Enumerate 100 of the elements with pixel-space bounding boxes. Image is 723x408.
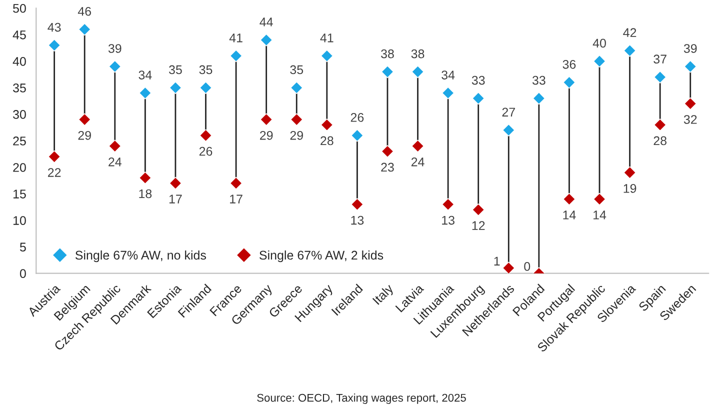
y-tick-label: 25 <box>13 136 26 146</box>
data-label: 19 <box>624 184 636 193</box>
data-label: 14 <box>594 210 606 220</box>
point <box>138 86 152 100</box>
legend-label: Single 67% AW, 2 kids <box>260 250 384 262</box>
data-label: 35 <box>199 65 212 74</box>
data-label: 35 <box>169 65 182 74</box>
data-label: 29 <box>260 130 273 140</box>
data-label: 41 <box>229 34 242 42</box>
point <box>442 198 454 211</box>
data-label: 12 <box>472 221 485 230</box>
data-label: 33 <box>472 76 485 85</box>
data-label: 29 <box>290 130 303 140</box>
data-label: 18 <box>139 189 152 198</box>
data-label: 33 <box>532 76 546 85</box>
data-label: 22 <box>48 168 61 177</box>
data-label: 36 <box>562 60 576 69</box>
point <box>412 66 424 78</box>
point <box>562 192 576 206</box>
point <box>290 81 303 94</box>
data-label: 28 <box>320 136 334 146</box>
data-label: 0 <box>524 262 530 271</box>
data-label: 38 <box>381 49 394 58</box>
data-label: 43 <box>48 22 61 32</box>
data-label: 17 <box>230 194 242 204</box>
data-label: 35 <box>290 65 304 74</box>
y-tick-label: 40 <box>12 57 26 66</box>
point <box>230 176 242 190</box>
data-label: 32 <box>684 115 697 124</box>
point <box>502 262 515 274</box>
point <box>260 34 273 46</box>
data-label: 46 <box>78 6 92 16</box>
point <box>169 81 182 94</box>
legend-label: Single 67% AW, no kids <box>75 250 206 262</box>
point <box>108 60 122 73</box>
point <box>108 140 122 152</box>
point <box>562 76 576 89</box>
point <box>78 113 91 126</box>
data-label: 14 <box>563 210 576 220</box>
point <box>684 97 697 110</box>
data-label: 40 <box>592 38 606 48</box>
y-tick-label: 5 <box>20 242 26 252</box>
point <box>654 118 666 132</box>
point <box>624 166 636 179</box>
point <box>381 66 394 78</box>
data-label: 29 <box>78 130 91 140</box>
point <box>654 70 666 84</box>
point <box>290 113 303 126</box>
point <box>502 124 515 136</box>
point <box>350 198 364 211</box>
y-tick-label: 30 <box>13 110 26 119</box>
data-label: 13 <box>442 216 454 225</box>
data-label: 44 <box>260 18 273 26</box>
point <box>472 203 485 216</box>
data-label: 38 <box>411 49 424 58</box>
point <box>350 129 364 142</box>
data-label: 34 <box>442 70 455 80</box>
x-tick-label: Italy <box>372 283 396 307</box>
point <box>48 39 61 52</box>
data-label: 28 <box>654 136 666 146</box>
point <box>381 145 394 158</box>
point <box>200 129 212 142</box>
point <box>320 118 334 132</box>
y-tick-label: 35 <box>13 84 26 92</box>
data-label: 23 <box>381 162 394 172</box>
point <box>442 86 454 100</box>
data-label: 24 <box>108 158 122 166</box>
y-tick-label: 10 <box>13 216 26 225</box>
data-label: 41 <box>320 34 334 42</box>
point <box>78 23 91 36</box>
point <box>169 176 182 190</box>
point <box>472 92 485 105</box>
y-tick-label: 45 <box>12 30 26 40</box>
data-label: 27 <box>502 108 515 116</box>
data-label: 26 <box>350 113 364 122</box>
point <box>532 92 546 105</box>
point <box>48 150 61 163</box>
y-tick-label: 15 <box>13 190 26 198</box>
point <box>260 113 273 126</box>
data-label: 17 <box>169 194 182 204</box>
point <box>593 192 606 206</box>
source-note: Source: OECD, Taxing wages report, 2025 <box>257 394 466 404</box>
data-label: 42 <box>623 28 636 37</box>
data-label: 39 <box>108 44 122 53</box>
data-label: 13 <box>351 216 364 225</box>
data-label: 26 <box>199 146 212 156</box>
point <box>412 140 424 152</box>
data-label: 1 <box>494 256 500 266</box>
data-label: 39 <box>684 44 697 53</box>
y-tick-label: 50 <box>13 4 26 13</box>
data-label: 24 <box>411 158 424 166</box>
point <box>624 44 636 57</box>
point <box>230 50 242 62</box>
point <box>320 50 334 62</box>
point <box>593 54 606 68</box>
data-label: 37 <box>654 54 666 64</box>
point <box>200 81 212 94</box>
point <box>684 60 697 73</box>
y-tick-label: 20 <box>13 163 26 172</box>
y-tick-label: 0 <box>20 269 26 278</box>
